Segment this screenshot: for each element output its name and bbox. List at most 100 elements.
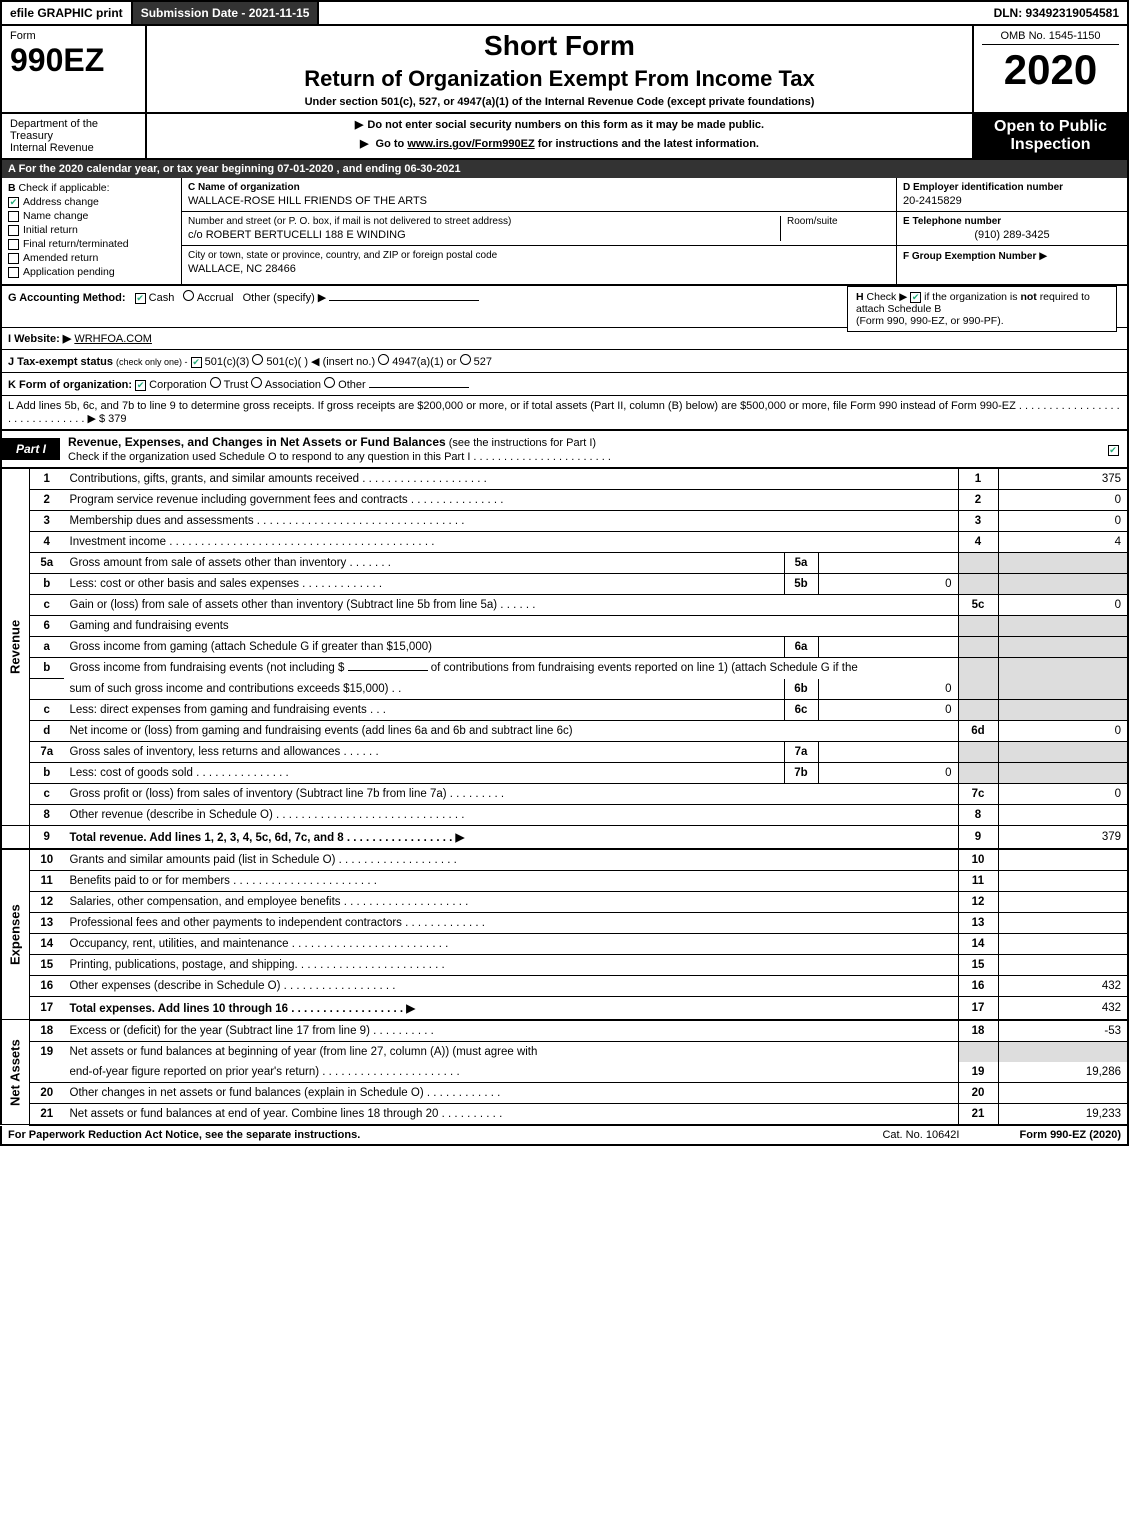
j-a: 501(c)(3) (205, 356, 250, 368)
line-desc: Total expenses. Add lines 10 through 16 … (64, 996, 959, 1020)
part1-header: Part I Revenue, Expenses, and Changes in… (0, 431, 1129, 469)
row-6: 6 Gaming and fundraising events (1, 616, 1128, 637)
line-rnum: 14 (958, 933, 998, 954)
row-17: 17 Total expenses. Add lines 10 through … (1, 996, 1128, 1020)
line-value (998, 933, 1128, 954)
line-rnum: 16 (958, 975, 998, 996)
shade-cell (958, 679, 998, 700)
check-initial-return[interactable]: Initial return (8, 224, 175, 236)
line-value (998, 912, 1128, 933)
line-desc: Other revenue (describe in Schedule O) .… (64, 804, 959, 825)
ssn-warning: Do not enter social security numbers on … (155, 118, 964, 131)
check-address-change[interactable]: Address change (8, 196, 175, 208)
h-text1: if the organization is (924, 291, 1020, 303)
line-desc: sum of such gross income and contributio… (64, 679, 785, 700)
line-value: -53 (998, 1020, 1128, 1042)
checkbox-schedule-o[interactable] (1108, 445, 1119, 456)
check-label: Name change (23, 210, 88, 222)
line-value: 379 (998, 825, 1128, 849)
f-arrow: ▶ (1039, 250, 1047, 262)
line-desc: Membership dues and assessments . . . . … (64, 511, 959, 532)
radio-assoc[interactable] (251, 377, 262, 388)
goto-link[interactable]: www.irs.gov/Form990EZ (407, 138, 534, 150)
radio-trust[interactable] (210, 377, 221, 388)
side-expenses: Expenses (1, 849, 30, 1020)
row-4: 4 Investment income . . . . . . . . . . … (1, 532, 1128, 553)
checkbox-h[interactable] (910, 292, 921, 303)
check-application-pending[interactable]: Application pending (8, 266, 175, 278)
row-14: 14 Occupancy, rent, utilities, and maint… (1, 933, 1128, 954)
check-amended-return[interactable]: Amended return (8, 252, 175, 264)
efile-print-button[interactable]: efile GRAPHIC print (2, 2, 133, 24)
line-num: b (30, 658, 64, 679)
k-label: K Form of organization: (8, 379, 132, 391)
line-value: 432 (998, 996, 1128, 1020)
ein-value: 20-2415829 (903, 195, 1121, 207)
j-d: 527 (474, 356, 492, 368)
radio-other[interactable] (324, 377, 335, 388)
line-value: 0 (998, 720, 1128, 741)
check-final-return[interactable]: Final return/terminated (8, 238, 175, 250)
row-20: 20 Other changes in net assets or fund b… (1, 1082, 1128, 1103)
line-num: 2 (30, 490, 64, 511)
line-num: 19 (30, 1041, 64, 1062)
line-num: a (30, 637, 64, 658)
checkbox-corp[interactable] (135, 380, 146, 391)
line-num: 4 (30, 532, 64, 553)
line-value: 19,286 (998, 1062, 1128, 1083)
row-6b-1: b Gross income from fundraising events (… (1, 658, 1128, 679)
shade-cell (958, 741, 998, 762)
part1-table: Revenue 1 Contributions, gifts, grants, … (0, 469, 1129, 1126)
k-d: Other (338, 379, 366, 391)
row-12: 12 Salaries, other compensation, and emp… (1, 891, 1128, 912)
radio-4947[interactable] (378, 354, 389, 365)
fundraising-input[interactable] (348, 670, 428, 671)
i-label: I Website: ▶ (8, 333, 71, 345)
checkbox-icon (8, 225, 19, 236)
line-rnum: 12 (958, 891, 998, 912)
line-rnum: 18 (958, 1020, 998, 1042)
website-value[interactable]: WRHFOA.COM (74, 333, 152, 345)
checkbox-icon (8, 197, 19, 208)
line-rnum: 10 (958, 849, 998, 871)
address-cell: Number and street (or P. O. box, if mail… (182, 212, 896, 246)
checkbox-cash[interactable] (135, 293, 146, 304)
dept-cell: Department of the Treasury Internal Reve… (2, 112, 147, 158)
desc-bold: Total revenue. Add lines 1, 2, 3, 4, 5c,… (70, 832, 465, 844)
shade-cell (998, 1041, 1128, 1062)
mid-num: 7b (784, 762, 818, 783)
row-16: 16 Other expenses (describe in Schedule … (1, 975, 1128, 996)
checkbox-501c3[interactable] (191, 357, 202, 368)
desc-bold: Total expenses. Add lines 10 through 16 … (70, 1003, 416, 1015)
radio-accrual[interactable] (183, 290, 194, 301)
row-3: 3 Membership dues and assessments . . . … (1, 511, 1128, 532)
form-header: Form 990EZ Department of the Treasury In… (0, 26, 1129, 160)
row-6a: a Gross income from gaming (attach Sched… (1, 637, 1128, 658)
radio-501c[interactable] (252, 354, 263, 365)
mid-num: 7a (784, 741, 818, 762)
line-num: c (30, 595, 64, 616)
line-desc: Contributions, gifts, grants, and simila… (64, 469, 959, 490)
line-desc: Net assets or fund balances at beginning… (64, 1041, 959, 1062)
line-num: b (30, 574, 64, 595)
line-num: 13 (30, 912, 64, 933)
mid-value (818, 637, 958, 658)
line-desc: Net assets or fund balances at end of ye… (64, 1103, 959, 1125)
check-name-change[interactable]: Name change (8, 210, 175, 222)
line-num: 9 (30, 825, 64, 849)
line-rnum: 21 (958, 1103, 998, 1125)
k-c: Association (265, 379, 321, 391)
org-name-cell: C Name of organization WALLACE-ROSE HILL… (182, 178, 896, 212)
line-rnum: 17 (958, 996, 998, 1020)
radio-527[interactable] (460, 354, 471, 365)
g-other-input[interactable] (329, 300, 479, 301)
k-other-input[interactable] (369, 387, 469, 388)
row-19-1: 19 Net assets or fund balances at beginn… (1, 1041, 1128, 1062)
g-accrual: Accrual (197, 292, 234, 304)
line-desc: Occupancy, rent, utilities, and maintena… (64, 933, 959, 954)
line-rnum: 5c (958, 595, 998, 616)
shade-cell (998, 741, 1128, 762)
line-desc: Other expenses (describe in Schedule O) … (64, 975, 959, 996)
side-spacer (1, 825, 30, 849)
row-21: 21 Net assets or fund balances at end of… (1, 1103, 1128, 1125)
